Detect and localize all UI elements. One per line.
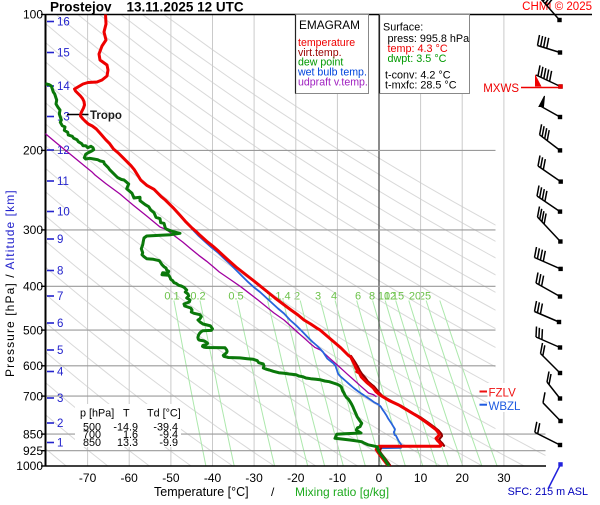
svg-text:100: 100: [23, 8, 43, 22]
svg-text:-14.9: -14.9: [113, 422, 138, 434]
svg-text:Pressure [hPa] / Altitude [k: Pressure [hPa] / Altitude [km]: [3, 189, 17, 377]
svg-text:12: 12: [384, 291, 396, 303]
svg-text:dew point: dew point: [298, 57, 343, 69]
svg-text:-30: -30: [245, 471, 263, 485]
svg-text:20: 20: [456, 471, 470, 485]
svg-text:9: 9: [57, 234, 63, 246]
svg-text:13.3: 13.3: [117, 437, 138, 449]
svg-text:t-conv: 4.2 °C: t-conv: 4.2 °C: [385, 70, 451, 82]
svg-text:5: 5: [57, 345, 63, 357]
svg-text:20: 20: [409, 291, 421, 303]
svg-text:925: 925: [23, 444, 43, 458]
svg-text:400: 400: [23, 280, 43, 294]
svg-text:3: 3: [57, 393, 63, 405]
svg-text:Tropo: Tropo: [90, 110, 122, 122]
svg-text:1.6: 1.6: [123, 429, 138, 441]
svg-text:Td [°C]: Td [°C]: [147, 408, 181, 420]
svg-text:16: 16: [57, 17, 70, 29]
svg-text:25: 25: [419, 291, 431, 303]
svg-text:0.5: 0.5: [228, 291, 243, 303]
svg-text:6: 6: [57, 318, 63, 330]
svg-text:1: 1: [266, 291, 272, 303]
svg-text:7: 7: [57, 291, 63, 303]
svg-text:4: 4: [57, 367, 64, 379]
svg-text:-39.4: -39.4: [153, 422, 178, 434]
svg-text:2: 2: [57, 418, 63, 430]
svg-text:850: 850: [83, 437, 101, 449]
svg-text:t-mxfc: 28.5 °C: t-mxfc: 28.5 °C: [385, 80, 457, 92]
svg-text:3: 3: [315, 291, 321, 303]
svg-text:dwpt: 3.5 °C: dwpt: 3.5 °C: [388, 53, 447, 65]
svg-text:14: 14: [57, 81, 70, 93]
svg-text:CHMI © 2025: CHMI © 2025: [522, 1, 592, 13]
svg-text:-10: -10: [329, 471, 347, 485]
svg-text:temp: 4.3 °C: temp: 4.3 °C: [388, 43, 448, 55]
svg-text:p [hPa]: p [hPa]: [80, 408, 114, 420]
svg-text:30: 30: [497, 471, 511, 485]
svg-text:12: 12: [57, 145, 70, 157]
svg-text:FZLV: FZLV: [489, 387, 517, 399]
svg-text:/: /: [271, 485, 275, 499]
svg-text:10: 10: [57, 207, 70, 219]
svg-text:850: 850: [23, 427, 43, 441]
svg-text:700: 700: [83, 429, 101, 441]
svg-text:200: 200: [23, 144, 43, 158]
svg-text:Temperature [°C]: Temperature [°C]: [154, 485, 249, 499]
svg-text:15: 15: [392, 291, 404, 303]
svg-text:600: 600: [23, 359, 43, 373]
svg-text:500: 500: [23, 323, 43, 337]
svg-text:-40: -40: [204, 471, 222, 485]
svg-text:6: 6: [355, 291, 361, 303]
svg-text:1: 1: [57, 438, 63, 450]
svg-text:-20: -20: [287, 471, 305, 485]
svg-text:700: 700: [23, 389, 43, 403]
svg-text:T: T: [123, 408, 130, 420]
svg-text:Prostejov 13.11.2025 12 UTC: Prostejov 13.11.2025 12 UTC: [50, 0, 244, 15]
svg-text:EMAGRAM: EMAGRAM: [299, 18, 360, 32]
svg-text:11: 11: [57, 176, 69, 188]
svg-text:10: 10: [378, 291, 390, 303]
svg-text:temperature: temperature: [298, 37, 355, 49]
svg-text:-9.4: -9.4: [159, 429, 178, 441]
svg-text:-60: -60: [121, 471, 139, 485]
svg-text:-9.9: -9.9: [159, 437, 178, 449]
svg-text:0.1: 0.1: [164, 291, 179, 303]
svg-text:2: 2: [294, 291, 300, 303]
svg-text:SFC: 215 m ASL: SFC: 215 m ASL: [508, 486, 588, 498]
svg-text:0.2: 0.2: [190, 291, 205, 303]
svg-text:virt.temp.: virt.temp.: [298, 47, 342, 59]
svg-text:10: 10: [414, 471, 428, 485]
svg-text:4: 4: [331, 291, 337, 303]
svg-text:Mixing ratio [g/kg]: Mixing ratio [g/kg]: [295, 485, 389, 499]
svg-text:300: 300: [23, 223, 43, 237]
svg-text:15: 15: [57, 48, 70, 60]
svg-text:8: 8: [57, 266, 63, 278]
svg-text:Surface:: Surface:: [383, 22, 423, 34]
svg-text:500: 500: [83, 422, 101, 434]
svg-text:-70: -70: [79, 471, 97, 485]
svg-text:-50: -50: [162, 471, 180, 485]
svg-text:wet bulb temp.: wet bulb temp.: [297, 67, 367, 79]
svg-text:0: 0: [376, 471, 383, 485]
svg-text:press: 995.8 hPa: press: 995.8 hPa: [388, 33, 470, 45]
svg-text:MXWS: MXWS: [483, 83, 519, 95]
svg-text:1000: 1000: [16, 459, 43, 473]
svg-text:8: 8: [369, 291, 375, 303]
svg-text:udpraft v.temp.: udpraft v.temp.: [298, 77, 368, 89]
svg-text:WBZL: WBZL: [489, 401, 522, 413]
